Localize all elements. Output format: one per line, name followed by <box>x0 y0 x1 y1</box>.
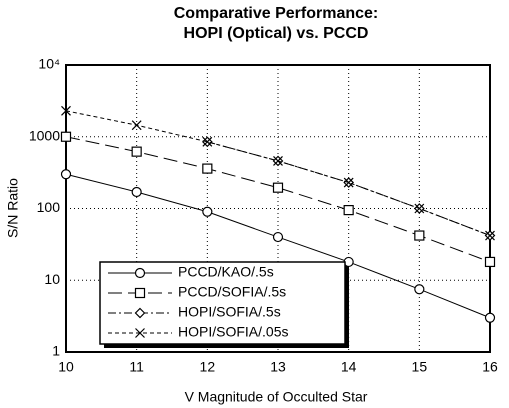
marker <box>485 230 495 241</box>
y-axis-label: S/N Ratio <box>5 178 21 238</box>
marker <box>60 169 72 180</box>
series-line <box>65 136 491 263</box>
marker <box>484 256 496 268</box>
marker <box>134 287 146 299</box>
x-tick-label: 11 <box>129 359 144 375</box>
legend-label: HOPI/SOFIA/.5s <box>178 304 281 320</box>
marker <box>134 307 146 319</box>
y-tick-label: 100 <box>37 199 61 215</box>
marker <box>60 131 72 142</box>
y-tick-label: 1000 <box>29 127 60 143</box>
marker <box>202 136 213 147</box>
marker <box>273 156 283 166</box>
marker <box>61 105 71 116</box>
x-tick-label: 12 <box>200 359 216 375</box>
legend-label: HOPI/SOFIA/.05s <box>178 324 288 340</box>
marker <box>134 267 146 279</box>
marker <box>135 328 145 338</box>
x-tick-label: 16 <box>482 359 498 375</box>
y-tick-label: 1 <box>52 343 60 359</box>
marker <box>202 163 213 174</box>
y-tick-label: 10⁴ <box>38 56 60 72</box>
marker <box>131 120 142 131</box>
marker <box>414 230 425 241</box>
marker <box>414 203 425 214</box>
legend-label: PCCD/KAO/.5s <box>178 264 274 280</box>
marker <box>202 206 213 217</box>
marker <box>272 182 284 193</box>
marker <box>343 204 354 216</box>
x-axis-label: V Magnitude of Occulted Star <box>185 389 368 405</box>
marker <box>272 231 284 243</box>
x-tick-label: 13 <box>270 359 286 375</box>
plot-frame <box>65 64 491 353</box>
legend-label: PCCD/SOFIA/.5s <box>178 284 286 300</box>
marker <box>131 146 142 157</box>
legend-box <box>99 261 346 345</box>
x-tick-label: 15 <box>412 359 428 375</box>
chart-title: Comparative Performance: <box>174 5 379 22</box>
marker <box>131 186 142 198</box>
chart-title: HOPI (Optical) vs. PCCD <box>184 25 369 42</box>
y-tick-label: 10 <box>44 271 60 287</box>
x-tick-label: 14 <box>341 359 357 375</box>
marker <box>343 177 354 188</box>
x-tick-label: 10 <box>58 359 74 375</box>
marker <box>414 284 425 295</box>
marker <box>484 312 496 323</box>
